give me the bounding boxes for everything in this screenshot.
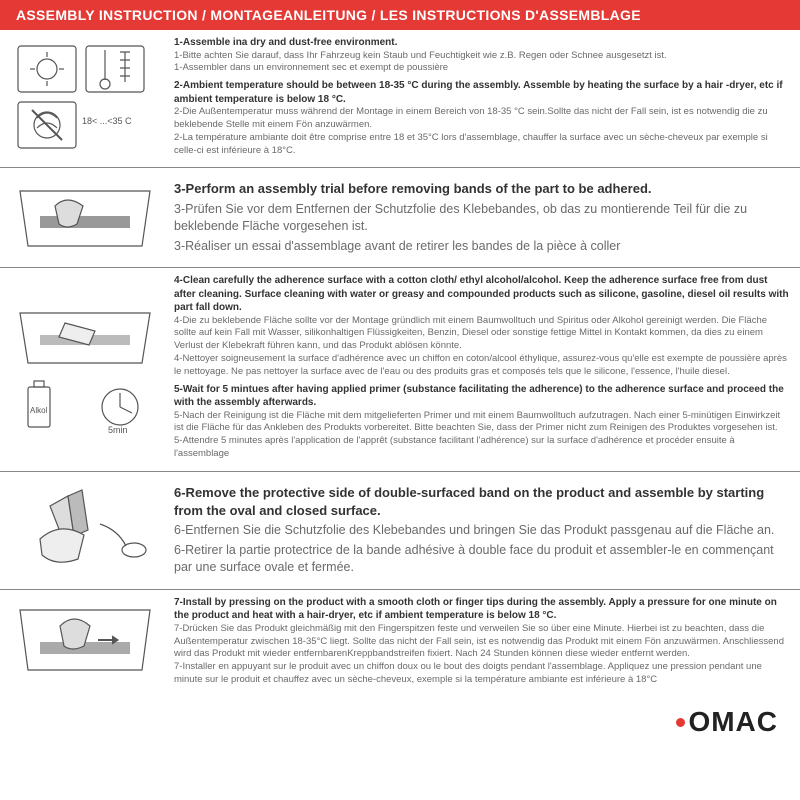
section-6: 6-Remove the protective side of double-s…: [0, 472, 800, 590]
step7-de: 7-Drücken Sie das Produkt gleichmäßig mi…: [174, 623, 790, 661]
step5-fr: 5-Attendre 5 minutes après l'application…: [174, 435, 790, 461]
step4-en: 4-Clean carefully the adherence surface …: [174, 274, 790, 315]
brand-logo: OMAC: [676, 706, 778, 738]
footer: OMAC: [0, 698, 800, 744]
step5-de: 5-Nach der Reinigung ist die Fläche mit …: [174, 410, 790, 436]
step6-en: 6-Remove the protective side of double-s…: [174, 484, 790, 520]
section-1-2: 18< ...<35 C 1-Assemble ina dry and dust…: [0, 30, 800, 168]
step2-en: 2-Ambient temperature should be between …: [174, 79, 790, 106]
logo-dot-icon: [676, 718, 685, 727]
step2-fr: 2-La température ambiante doit être comp…: [174, 132, 790, 158]
text-4-5: 4-Clean carefully the adherence surface …: [170, 268, 800, 471]
step7-en: 7-Install by pressing on the product wit…: [174, 596, 790, 623]
svg-text:18< ...<35 C: 18< ...<35 C: [82, 116, 132, 126]
page-header: ASSEMBLY INSTRUCTION / MONTAGEANLEITUNG …: [0, 0, 800, 30]
step7-fr: 7-Installer en appuyant sur le produit a…: [174, 661, 790, 687]
icon-trial: [0, 168, 170, 267]
step1-en: 1-Assemble ina dry and dust-free environ…: [174, 36, 790, 50]
text-6: 6-Remove the protective side of double-s…: [170, 472, 800, 589]
step4-fr: 4-Nettoyer soigneusement la surface d'ad…: [174, 353, 790, 379]
svg-text:Alkol: Alkol: [30, 406, 48, 415]
section-7: 7-Install by pressing on the product wit…: [0, 590, 800, 698]
icon-clean-primer: Alkol 5min: [0, 268, 170, 471]
icon-remove-tape: [0, 472, 170, 589]
step2-de: 2-Die Außentemperatur muss während der M…: [174, 106, 790, 132]
step3-en: 3-Perform an assembly trial before remov…: [174, 180, 790, 198]
svg-text:5min: 5min: [108, 425, 128, 435]
text-1-2: 1-Assemble ina dry and dust-free environ…: [170, 30, 800, 167]
step6-fr: 6-Retirer la partie protectrice de la ba…: [174, 542, 790, 577]
text-3: 3-Perform an assembly trial before remov…: [170, 168, 800, 267]
section-3: 3-Perform an assembly trial before remov…: [0, 168, 800, 268]
step4-de: 4-Die zu beklebende Fläche sollte vor de…: [174, 315, 790, 353]
step3-fr: 3-Réaliser un essai d'assemblage avant d…: [174, 238, 790, 256]
step1-fr: 1-Assembler dans un environnement sec et…: [174, 62, 790, 75]
icon-press: [0, 590, 170, 698]
logo-text: OMAC: [688, 706, 778, 738]
text-7: 7-Install by pressing on the product wit…: [170, 590, 800, 698]
section-4-5: Alkol 5min 4-Clean carefully the adheren…: [0, 268, 800, 472]
step3-de: 3-Prüfen Sie vor dem Entfernen der Schut…: [174, 201, 790, 236]
step6-de: 6-Entfernen Sie die Schutzfolie des Kleb…: [174, 522, 790, 540]
step5-en: 5-Wait for 5 mintues after having applie…: [174, 383, 790, 410]
step1-de: 1-Bitte achten Sie darauf, dass Ihr Fahr…: [174, 50, 790, 63]
icon-environment: 18< ...<35 C: [0, 30, 170, 167]
